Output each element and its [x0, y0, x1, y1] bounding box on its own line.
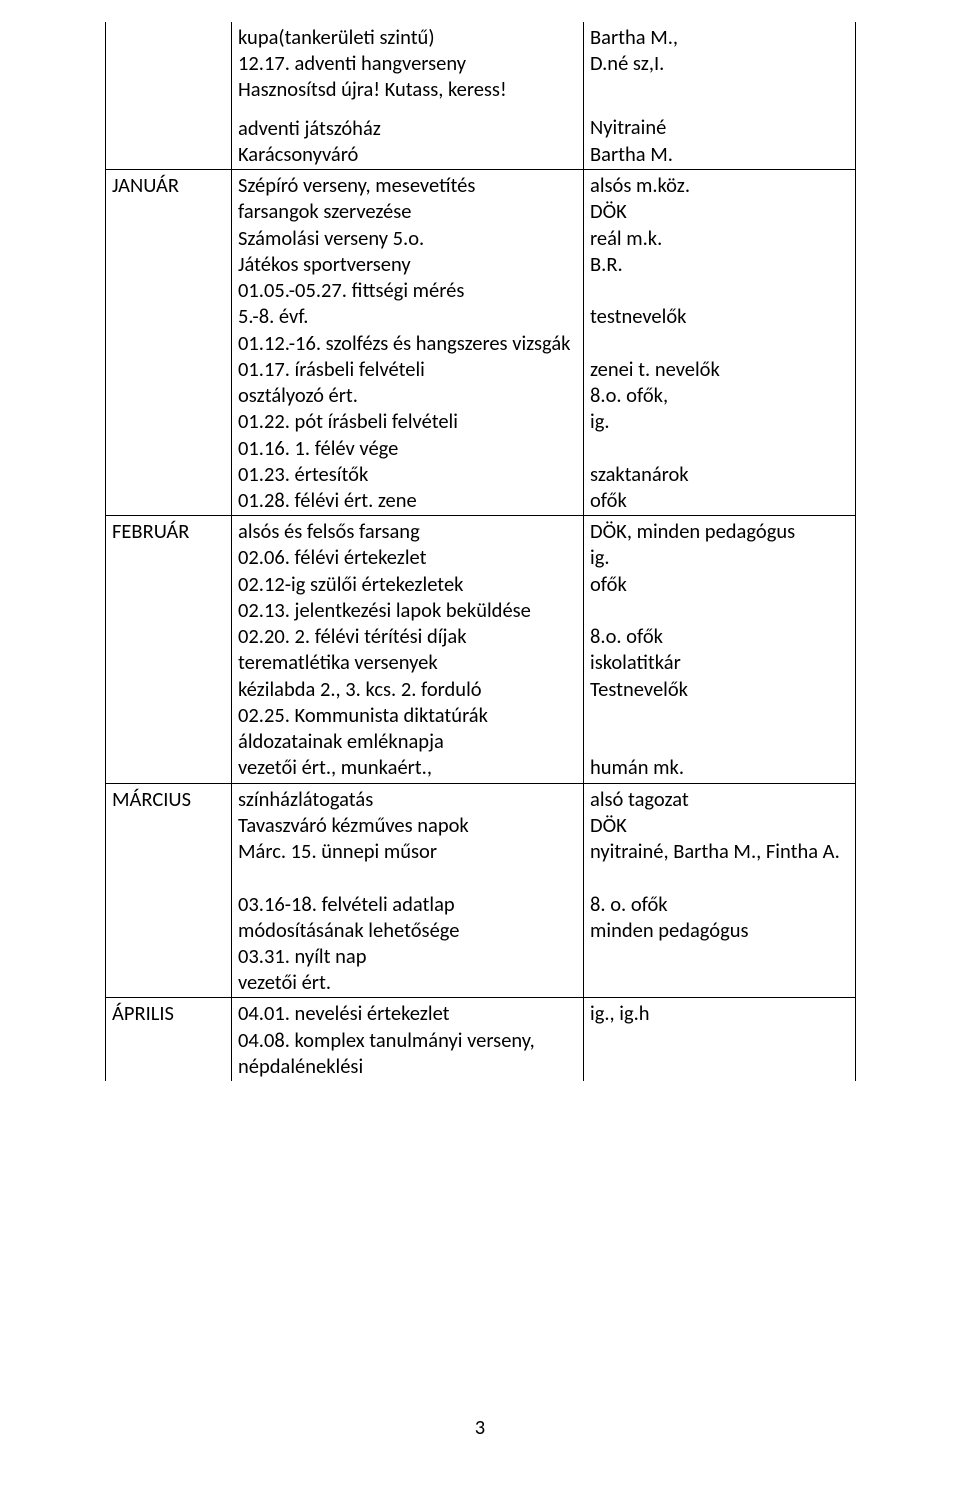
month-cell: ÁPRILIS	[106, 998, 232, 1081]
month-cell: MÁRCIUS	[106, 783, 232, 998]
table-row: MÁRCIUS színházlátogatás Tavaszváró kézm…	[106, 783, 856, 998]
activities-cell: Szépíró verseny, mesevetítés farsangok s…	[232, 170, 584, 516]
month-cell	[106, 22, 232, 170]
table-row: kupa(tankerületi szintű) 12.17. adventi …	[106, 22, 856, 170]
responsibles-cell: Bartha M., D.né sz,I. Nyitrainé Bartha M…	[584, 22, 856, 170]
responsible-block: Bartha M., D.né sz,I.	[590, 24, 849, 76]
table-row: FEBRUÁR alsós és felsős farsang 02.06. f…	[106, 516, 856, 783]
activity-block: színházlátogatás Tavaszváró kézműves nap…	[238, 786, 577, 996]
month-cell: JANUÁR	[106, 170, 232, 516]
responsible-block: Nyitrainé Bartha M.	[590, 114, 849, 166]
responsibles-cell: alsós m.köz. DÖK reál m.k. B.R. testneve…	[584, 170, 856, 516]
activity-block: alsós és felsős farsang 02.06. félévi ér…	[238, 518, 577, 780]
activity-block: adventi játszóház Karácsonyváró	[238, 115, 577, 167]
activity-block: Szépíró verseny, mesevetítés farsangok s…	[238, 172, 577, 513]
responsible-block: ig., ig.h	[590, 1000, 849, 1026]
month-label: JANUÁR	[112, 172, 179, 198]
month-label: ÁPRILIS	[112, 1000, 174, 1026]
activities-cell: 04.01. nevelési értekezlet 04.08. komple…	[232, 998, 584, 1081]
responsible-block: alsós m.köz. DÖK reál m.k. B.R. testneve…	[590, 172, 849, 513]
activity-block: 04.01. nevelési értekezlet 04.08. komple…	[238, 1000, 577, 1079]
activities-cell: alsós és felsős farsang 02.06. félévi ér…	[232, 516, 584, 783]
activities-cell: színházlátogatás Tavaszváró kézműves nap…	[232, 783, 584, 998]
table-row: JANUÁR Szépíró verseny, mesevetítés fars…	[106, 170, 856, 516]
responsibles-cell: alsó tagozat DÖK nyitrainé, Bartha M., F…	[584, 783, 856, 998]
month-label: FEBRUÁR	[112, 518, 189, 544]
page-number: 3	[0, 1414, 960, 1440]
responsibles-cell: ig., ig.h	[584, 998, 856, 1081]
responsibles-cell: DÖK, minden pedagógus ig. ofők 8.o. ofők…	[584, 516, 856, 783]
month-cell: FEBRUÁR	[106, 516, 232, 783]
activities-cell: kupa(tankerületi szintű) 12.17. adventi …	[232, 22, 584, 170]
document-page: kupa(tankerületi szintű) 12.17. adventi …	[0, 0, 960, 1488]
responsible-block: DÖK, minden pedagógus ig. ofők 8.o. ofők…	[590, 518, 849, 780]
activity-block: kupa(tankerületi szintű) 12.17. adventi …	[238, 24, 577, 103]
month-label: MÁRCIUS	[112, 786, 191, 812]
table-row: ÁPRILIS 04.01. nevelési értekezlet 04.08…	[106, 998, 856, 1081]
schedule-table: kupa(tankerületi szintű) 12.17. adventi …	[105, 22, 856, 1081]
responsible-block: alsó tagozat DÖK nyitrainé, Bartha M., F…	[590, 786, 849, 943]
